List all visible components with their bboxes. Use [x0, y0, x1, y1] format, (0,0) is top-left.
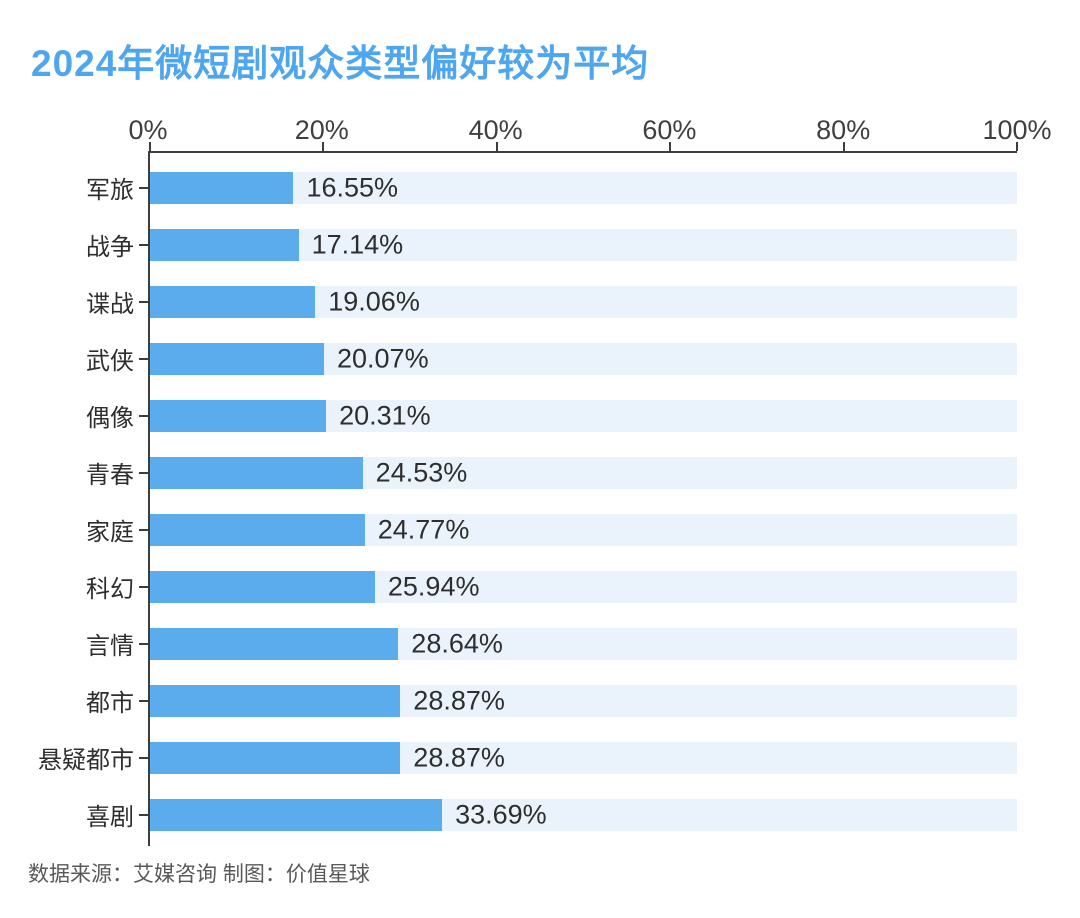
bar — [150, 171, 294, 204]
bar-row: 青春 24.53% — [86, 444, 1017, 501]
bar — [150, 228, 299, 261]
y-axis-tick — [139, 414, 148, 417]
x-tick-label: 80% — [816, 115, 871, 145]
bar-track: 20.07% — [150, 342, 1017, 375]
bar-track: 16.55% — [150, 171, 1017, 204]
bar — [150, 627, 399, 660]
bar-track: 28.64% — [150, 627, 1017, 660]
value-label: 25.94% — [387, 571, 480, 601]
value-label: 24.77% — [377, 514, 470, 544]
category-label: 青春 — [86, 462, 134, 489]
bar-row: 战争 17.14% — [86, 216, 1017, 273]
bar-row: 悬疑都市 28.87% — [38, 729, 1017, 786]
y-axis-tick — [139, 585, 148, 588]
category-label: 谍战 — [86, 291, 134, 318]
bar — [150, 513, 365, 546]
chart-title: 2024年微短剧观众类型偏好较为平均 — [31, 43, 650, 84]
category-label: 都市 — [86, 690, 134, 717]
category-label: 悬疑都市 — [38, 747, 134, 774]
bar — [150, 342, 324, 375]
value-label: 28.87% — [413, 685, 505, 715]
y-axis-tick — [139, 528, 148, 531]
bar-row: 科幻 25.94% — [86, 558, 1017, 615]
bar — [150, 684, 401, 717]
bar — [150, 399, 327, 432]
category-label: 科幻 — [86, 576, 134, 603]
bar — [150, 456, 363, 489]
plot-area: 军旅 16.55% 战争 17.14% 谍战 19.06% 武侠 20.07% … — [38, 142, 1018, 846]
y-axis-tick — [139, 300, 148, 303]
x-axis-tick — [495, 142, 498, 151]
y-axis-tick — [139, 642, 148, 645]
x-tick-label: 100% — [982, 115, 1052, 145]
bar-track: 17.14% — [150, 228, 1017, 261]
value-label: 28.64% — [411, 628, 503, 658]
y-axis-tick — [139, 471, 148, 474]
y-axis-tick — [139, 699, 148, 702]
category-label: 家庭 — [86, 519, 134, 546]
bar-row: 谍战 19.06% — [86, 273, 1017, 330]
x-axis-tick — [1016, 142, 1018, 151]
bar — [150, 798, 443, 831]
x-axis-labels: 0% 20% 40% 60% 80% 100% — [128, 108, 1051, 151]
category-label: 偶像 — [86, 405, 134, 432]
category-label: 武侠 — [86, 348, 134, 375]
bar-row: 都市 28.87% — [86, 672, 1017, 729]
x-tick-label: 40% — [468, 115, 523, 145]
x-tick-label: 0% — [128, 115, 168, 145]
value-label: 17.14% — [311, 229, 404, 259]
bar-track: 28.87% — [150, 741, 1017, 774]
bar-track: 33.69% — [150, 798, 1017, 831]
bar-track: 28.87% — [150, 684, 1017, 717]
category-label: 军旅 — [86, 177, 134, 204]
bar-row: 言情 28.64% — [86, 615, 1017, 672]
bar-row: 家庭 24.77% — [86, 501, 1017, 558]
y-axis-tick — [139, 756, 148, 759]
value-label: 28.87% — [413, 742, 505, 772]
value-label: 19.06% — [328, 286, 420, 316]
value-label: 33.69% — [455, 799, 547, 829]
value-label: 20.31% — [339, 400, 431, 430]
bar-track: 24.53% — [150, 456, 1017, 489]
x-axis-tick — [149, 142, 151, 151]
x-tick-label: 20% — [294, 115, 349, 145]
category-label: 战争 — [86, 234, 134, 261]
bar-row: 武侠 20.07% — [86, 330, 1017, 387]
bar-track: 24.77% — [150, 513, 1017, 546]
bar-row: 军旅 16.55% — [86, 159, 1017, 216]
category-label: 喜剧 — [86, 804, 134, 831]
x-axis-tick — [322, 142, 325, 151]
value-label: 16.55% — [306, 172, 399, 202]
category-label: 言情 — [86, 633, 134, 660]
bar — [150, 741, 401, 774]
y-axis-tick — [139, 357, 148, 360]
value-label: 24.53% — [375, 457, 468, 487]
bar-chart: 0% 20% 40% 60% 80% 100% 军旅 16.55% 战争 17.14% 谍… — [38, 108, 1052, 846]
y-axis-tick — [139, 243, 148, 246]
y-axis-tick — [139, 186, 148, 189]
bar-row: 偶像 20.31% — [86, 387, 1017, 444]
x-axis-tick — [669, 142, 672, 151]
x-tick-label: 60% — [642, 115, 697, 145]
bar-track: 25.94% — [150, 570, 1017, 603]
x-axis-tick — [842, 142, 845, 151]
bar — [150, 285, 316, 318]
bar — [150, 570, 375, 603]
value-label: 20.07% — [337, 343, 429, 373]
y-axis-tick — [139, 813, 148, 816]
bar-row: 喜剧 33.69% — [86, 786, 1017, 843]
source-note: 数据来源：艾媒咨询 制图：价值星球 — [28, 863, 370, 886]
bar-track: 20.31% — [150, 399, 1017, 432]
bar-track: 19.06% — [150, 285, 1017, 318]
